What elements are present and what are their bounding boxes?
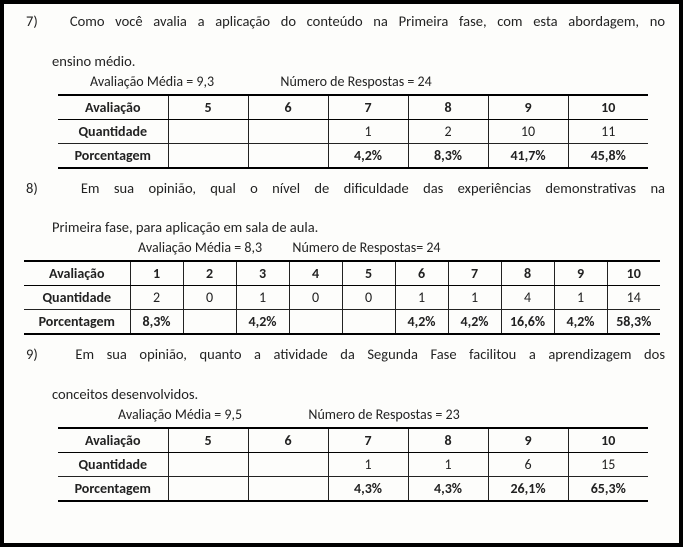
table-row: Avaliação 5 6 7 8 9 10 (58, 95, 648, 120)
q9-count: Número de Respostas = 23 (308, 406, 459, 423)
table-row: Quantidade 1 1 6 15 (58, 452, 648, 476)
q8-number: 8) (26, 179, 38, 197)
q8-table: Avaliação 1 2 3 4 5 6 7 8 9 10 Quantidad… (24, 260, 660, 335)
q9-text-line2: conceitos desenvolvidos. (18, 385, 665, 404)
q7-text1: Como você avalia a aplicação do conteúdo… (70, 12, 665, 30)
table-row: Porcentagem 4,3% 4,3% 26,1% 65,3% (58, 476, 648, 501)
q7-text-line2: ensino médio. (18, 52, 665, 71)
q8-text1: Em sua opinião, qual o nível de dificuld… (81, 179, 665, 197)
q8-avg: Avaliação Média = 8,3 (138, 239, 262, 256)
q8-text-line2: Primeira fase, para aplicação em sala de… (18, 218, 665, 237)
table-row: Porcentagem 4,2% 8,3% 41,7% 45,8% (58, 143, 648, 168)
q9-table: Avaliação 5 6 7 8 9 10 Quantidade 1 1 6 … (58, 427, 648, 502)
q9-stats: Avaliação Média = 9,5 Número de Resposta… (18, 406, 665, 423)
q8-count: Número de Respostas= 24 (292, 239, 440, 256)
q9-avg: Avaliação Média = 9,5 (118, 406, 242, 423)
q8-text-line1: 8) Em sua opinião, qual o nível de dific… (18, 179, 665, 217)
q9-number: 9) (26, 345, 38, 363)
table-row: Avaliação 1 2 3 4 5 6 7 8 9 10 (24, 261, 660, 286)
document-frame: 7) Como você avalia a aplicação do conte… (0, 0, 683, 547)
q9-text1: Em sua opinião, quanto a atividade da Se… (75, 345, 665, 363)
table-row: Porcentagem 8,3% 4,2% 4,2% 4,2% 16,6% 4,… (24, 310, 660, 335)
table-row: Quantidade 1 2 10 11 (58, 119, 648, 143)
question-8: 8) Em sua opinião, qual o nível de dific… (18, 179, 665, 336)
q7-count: Número de Respostas = 24 (280, 73, 431, 90)
table-row: Quantidade 2 0 1 0 0 1 1 4 1 14 (24, 286, 660, 310)
q7-number: 7) (26, 12, 38, 30)
table-row: Avaliação 5 6 7 8 9 10 (58, 428, 648, 453)
question-7: 7) Como você avalia a aplicação do conte… (18, 12, 665, 169)
q7-text-line1: 7) Como você avalia a aplicação do conte… (18, 12, 665, 50)
q7-stats: Avaliação Média = 9,3 Número de Resposta… (18, 73, 665, 90)
q7-avg: Avaliação Média = 9,3 (90, 73, 214, 90)
q9-text-line1: 9) Em sua opinião, quanto a atividade da… (18, 345, 665, 383)
q8-stats: Avaliação Média = 8,3 Número de Resposta… (18, 239, 665, 256)
question-9: 9) Em sua opinião, quanto a atividade da… (18, 345, 665, 502)
q7-table: Avaliação 5 6 7 8 9 10 Quantidade 1 2 10… (58, 94, 648, 169)
